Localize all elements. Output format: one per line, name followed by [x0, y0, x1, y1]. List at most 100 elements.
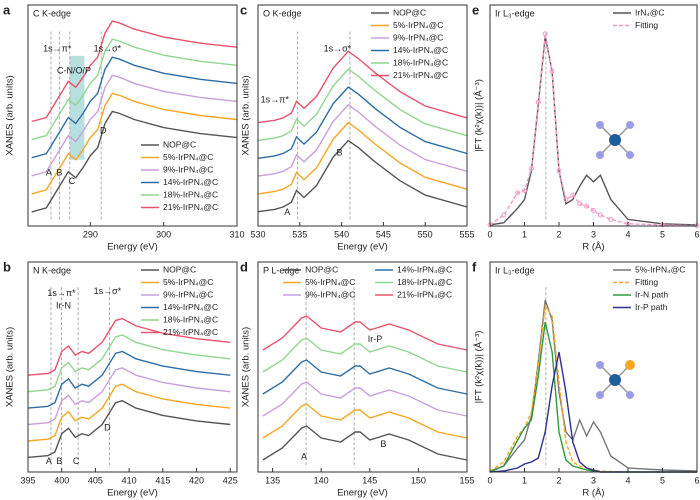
legend-label: 5%-IrPN₄@C — [393, 20, 443, 30]
annotation: C-N/O/P — [57, 66, 91, 76]
x-tick-label: 425 — [223, 475, 238, 485]
series-line — [31, 92, 238, 195]
series-marker — [515, 190, 521, 196]
series-line — [31, 110, 238, 213]
y-axis-label: XANES (arb. units) — [5, 75, 16, 155]
legend-label: 5%-IrPN₄@C — [635, 264, 685, 274]
x-tick-label: 3 — [591, 229, 596, 239]
x-tick-label: 6 — [694, 475, 699, 485]
series-line — [489, 299, 698, 472]
legend-label: 9%-IrPN₄@C — [305, 289, 355, 299]
annotation: A — [284, 207, 290, 217]
series-line — [257, 86, 468, 159]
series-line — [31, 38, 238, 141]
legend-label: 21%-IrPN₄@C — [163, 202, 218, 212]
x-tick-label: 535 — [292, 229, 307, 239]
series-marker — [597, 212, 603, 218]
series-line — [262, 359, 468, 395]
panel-title: P L-edge — [263, 265, 299, 275]
panel-title: C K-edge — [33, 8, 71, 18]
legend-label: NOP@C — [163, 264, 196, 274]
series-line — [257, 139, 468, 213]
inset-structure-e — [596, 121, 634, 159]
plot-frame — [257, 4, 468, 227]
series-line — [27, 367, 231, 426]
annotation: 1s→σ* — [324, 44, 352, 54]
annotation: 1s→π* — [261, 94, 290, 104]
series-line — [262, 381, 468, 417]
x-tick-label: 0 — [487, 475, 492, 485]
x-tick-label: 395 — [20, 475, 35, 485]
annotation: A — [46, 456, 52, 466]
x-tick-label: 555 — [459, 229, 474, 239]
series-marker — [608, 216, 614, 222]
legend-label: 14%-IrPN₄@C — [393, 45, 448, 55]
series-line — [257, 103, 468, 177]
plot-frame — [257, 261, 468, 473]
x-tick-label: 2 — [556, 229, 561, 239]
plot-frame — [489, 4, 698, 227]
annotation: A — [46, 167, 52, 177]
series-line — [262, 315, 468, 351]
annotation: D — [104, 422, 111, 432]
legend-label: 5%-IrPN₄@C — [163, 277, 213, 287]
x-tick-label: 5 — [660, 475, 665, 485]
series-line — [27, 400, 231, 459]
x-tick-label: 150 — [411, 475, 426, 485]
x-tick-label: 6 — [694, 229, 699, 239]
series-marker — [535, 99, 541, 105]
annotation: 1s→π* — [43, 44, 72, 54]
x-axis-label: Energy (eV) — [337, 488, 388, 499]
panel-label: a — [3, 2, 11, 17]
series-line — [489, 33, 698, 227]
series-line — [27, 350, 231, 409]
legend-label: Fitting — [635, 20, 658, 30]
legend-label: IrN₄@C — [635, 7, 665, 17]
annotation: Ir-P — [368, 334, 383, 344]
x-axis-label: Energy (eV) — [107, 242, 158, 253]
series-line — [262, 337, 468, 373]
series-line — [489, 35, 698, 226]
annotation: B — [337, 147, 343, 157]
series-marker — [563, 196, 569, 202]
series-marker — [577, 201, 583, 207]
panel-title: N K-edge — [33, 265, 71, 275]
panel-label: b — [3, 259, 11, 274]
legend-label: NOP@C — [393, 7, 426, 17]
x-tick-label: 4 — [625, 229, 630, 239]
annotation: B — [56, 167, 62, 177]
annotation: Ir-N — [56, 300, 71, 310]
annotation: D — [100, 125, 107, 135]
series-marker — [556, 168, 562, 174]
panel-label: d — [240, 259, 248, 274]
panel-title: O K-edge — [263, 8, 302, 18]
x-tick-label: 140 — [314, 475, 329, 485]
series-marker — [528, 166, 534, 172]
x-tick-label: 545 — [376, 229, 391, 239]
x-tick-label: 410 — [122, 475, 137, 485]
x-tick-label: 530 — [250, 229, 265, 239]
x-tick-label: 3 — [591, 475, 596, 485]
series-line — [489, 321, 697, 473]
legend-label: 14%-IrPN₄@C — [163, 177, 218, 187]
series-line — [27, 317, 231, 376]
series-line — [27, 383, 231, 442]
legend-label: Ir-P path — [635, 302, 668, 312]
legend-label: 9%-IrPN₄@C — [393, 32, 443, 42]
series-marker — [591, 208, 596, 214]
legend-label: Fitting — [635, 277, 658, 287]
annotation: B — [380, 439, 386, 449]
x-tick-label: 300 — [156, 229, 171, 239]
x-tick-label: 310 — [229, 229, 244, 239]
legend-label: Ir-N path — [635, 289, 668, 299]
x-tick-label: 415 — [155, 475, 170, 485]
y-axis-label: |FT (k²χ(k))| (Å⁻³) — [474, 79, 485, 152]
series-line — [27, 334, 231, 393]
x-tick-label: 550 — [418, 229, 433, 239]
series-line — [31, 74, 238, 177]
panel-title: Ir L₃-edge — [495, 265, 535, 275]
annotation: 1s→σ* — [94, 44, 122, 54]
y-axis-label: XANES (arb. units) — [241, 75, 252, 155]
